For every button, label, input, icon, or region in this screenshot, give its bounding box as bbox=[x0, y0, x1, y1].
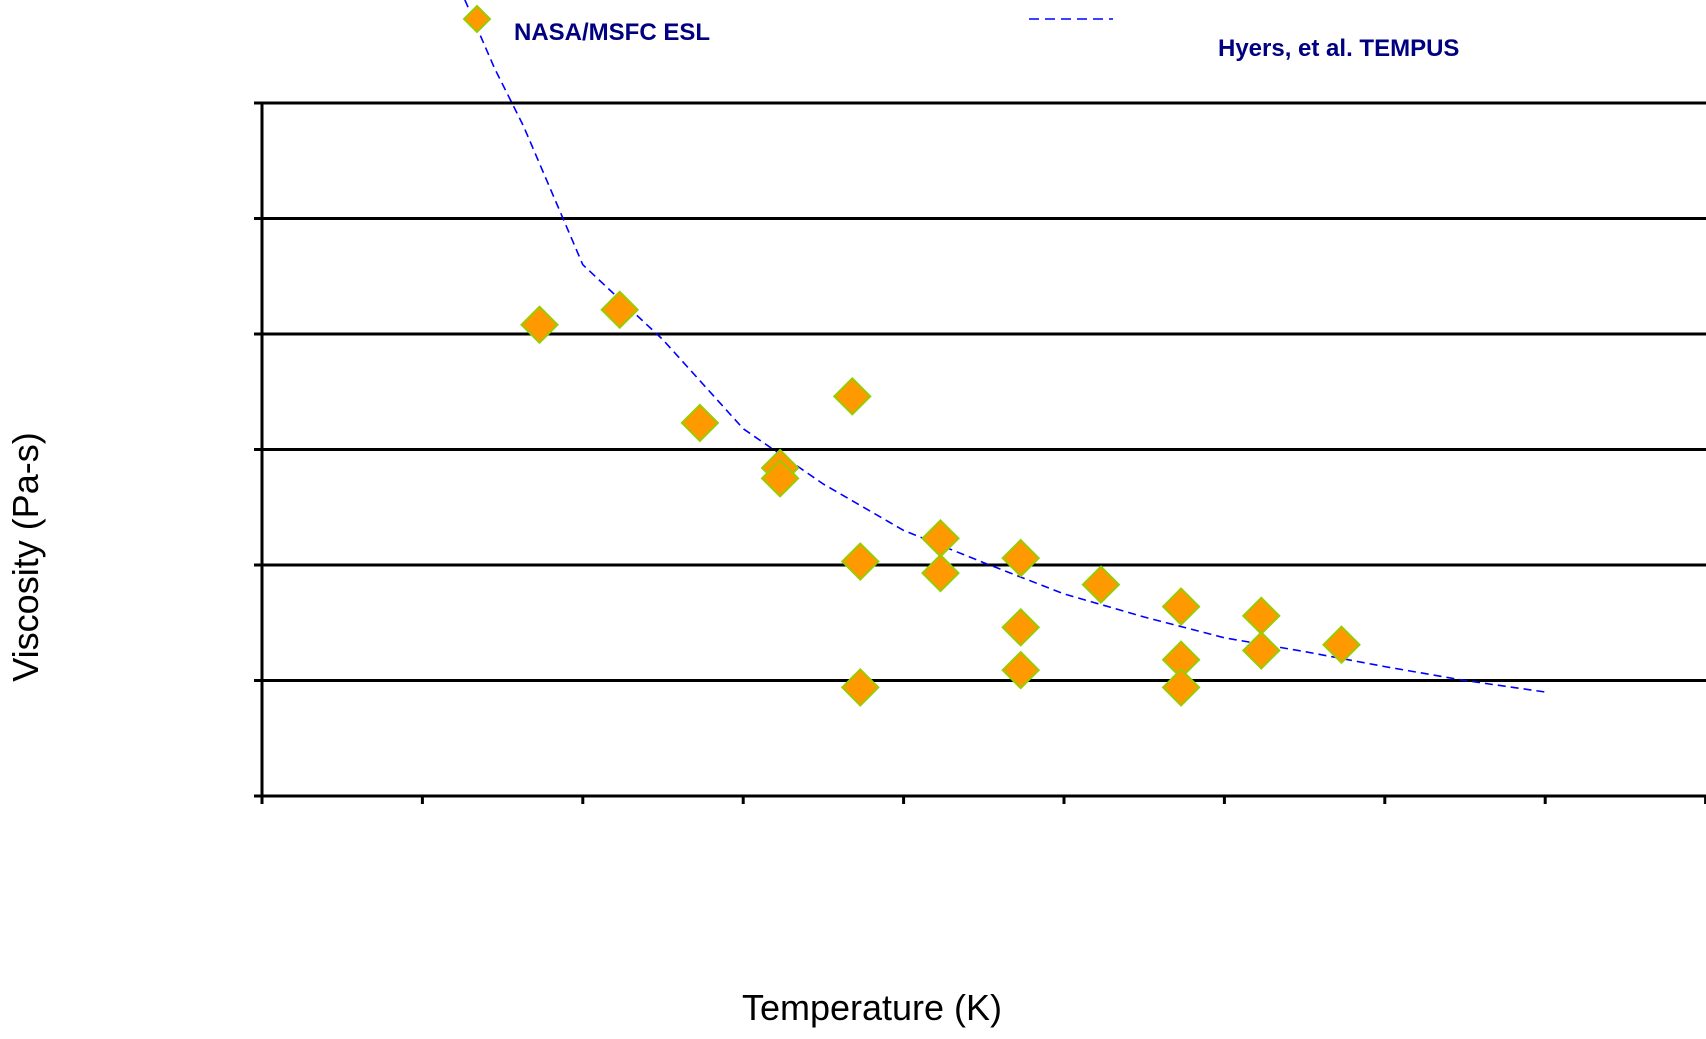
data-point-esl bbox=[832, 376, 872, 416]
y-axis-label: Viscosity (Pa-s) bbox=[5, 432, 46, 681]
data-point-esl bbox=[840, 668, 880, 707]
data-point-esl bbox=[1161, 587, 1201, 626]
data-point-esl bbox=[680, 403, 720, 443]
legend-label-tempus: Hyers, et al. TEMPUS bbox=[1218, 35, 1459, 62]
gridlines bbox=[262, 101, 1706, 682]
data-point-esl bbox=[1241, 631, 1281, 670]
legend-item-tempus: Hyers, et al. TEMPUS bbox=[1029, 18, 1459, 62]
data-point-esl bbox=[1322, 625, 1361, 665]
legend-item-esl: NASA/MSFC ESL bbox=[462, 4, 710, 46]
data-point-esl bbox=[1001, 650, 1041, 690]
data-point-esl bbox=[1001, 607, 1041, 647]
data-point-esl bbox=[1081, 565, 1121, 605]
data-point-esl bbox=[1161, 668, 1201, 707]
legend-label-esl: NASA/MSFC ESL bbox=[514, 19, 710, 46]
plot-area bbox=[254, 0, 1706, 804]
legend-diamond-marker bbox=[462, 4, 492, 34]
data-point-esl bbox=[840, 542, 880, 581]
series-points-layer bbox=[520, 290, 1361, 707]
x-axis-label: Temperature (K) bbox=[742, 987, 1002, 1028]
data-point-esl bbox=[921, 553, 960, 593]
data-point-esl bbox=[1001, 538, 1041, 578]
legend: NASA/MSFC ESL Hyers, et al. TEMPUS bbox=[462, 4, 1459, 62]
data-point-esl bbox=[520, 305, 559, 345]
data-point-esl bbox=[760, 458, 800, 498]
data-point-esl bbox=[600, 290, 640, 330]
